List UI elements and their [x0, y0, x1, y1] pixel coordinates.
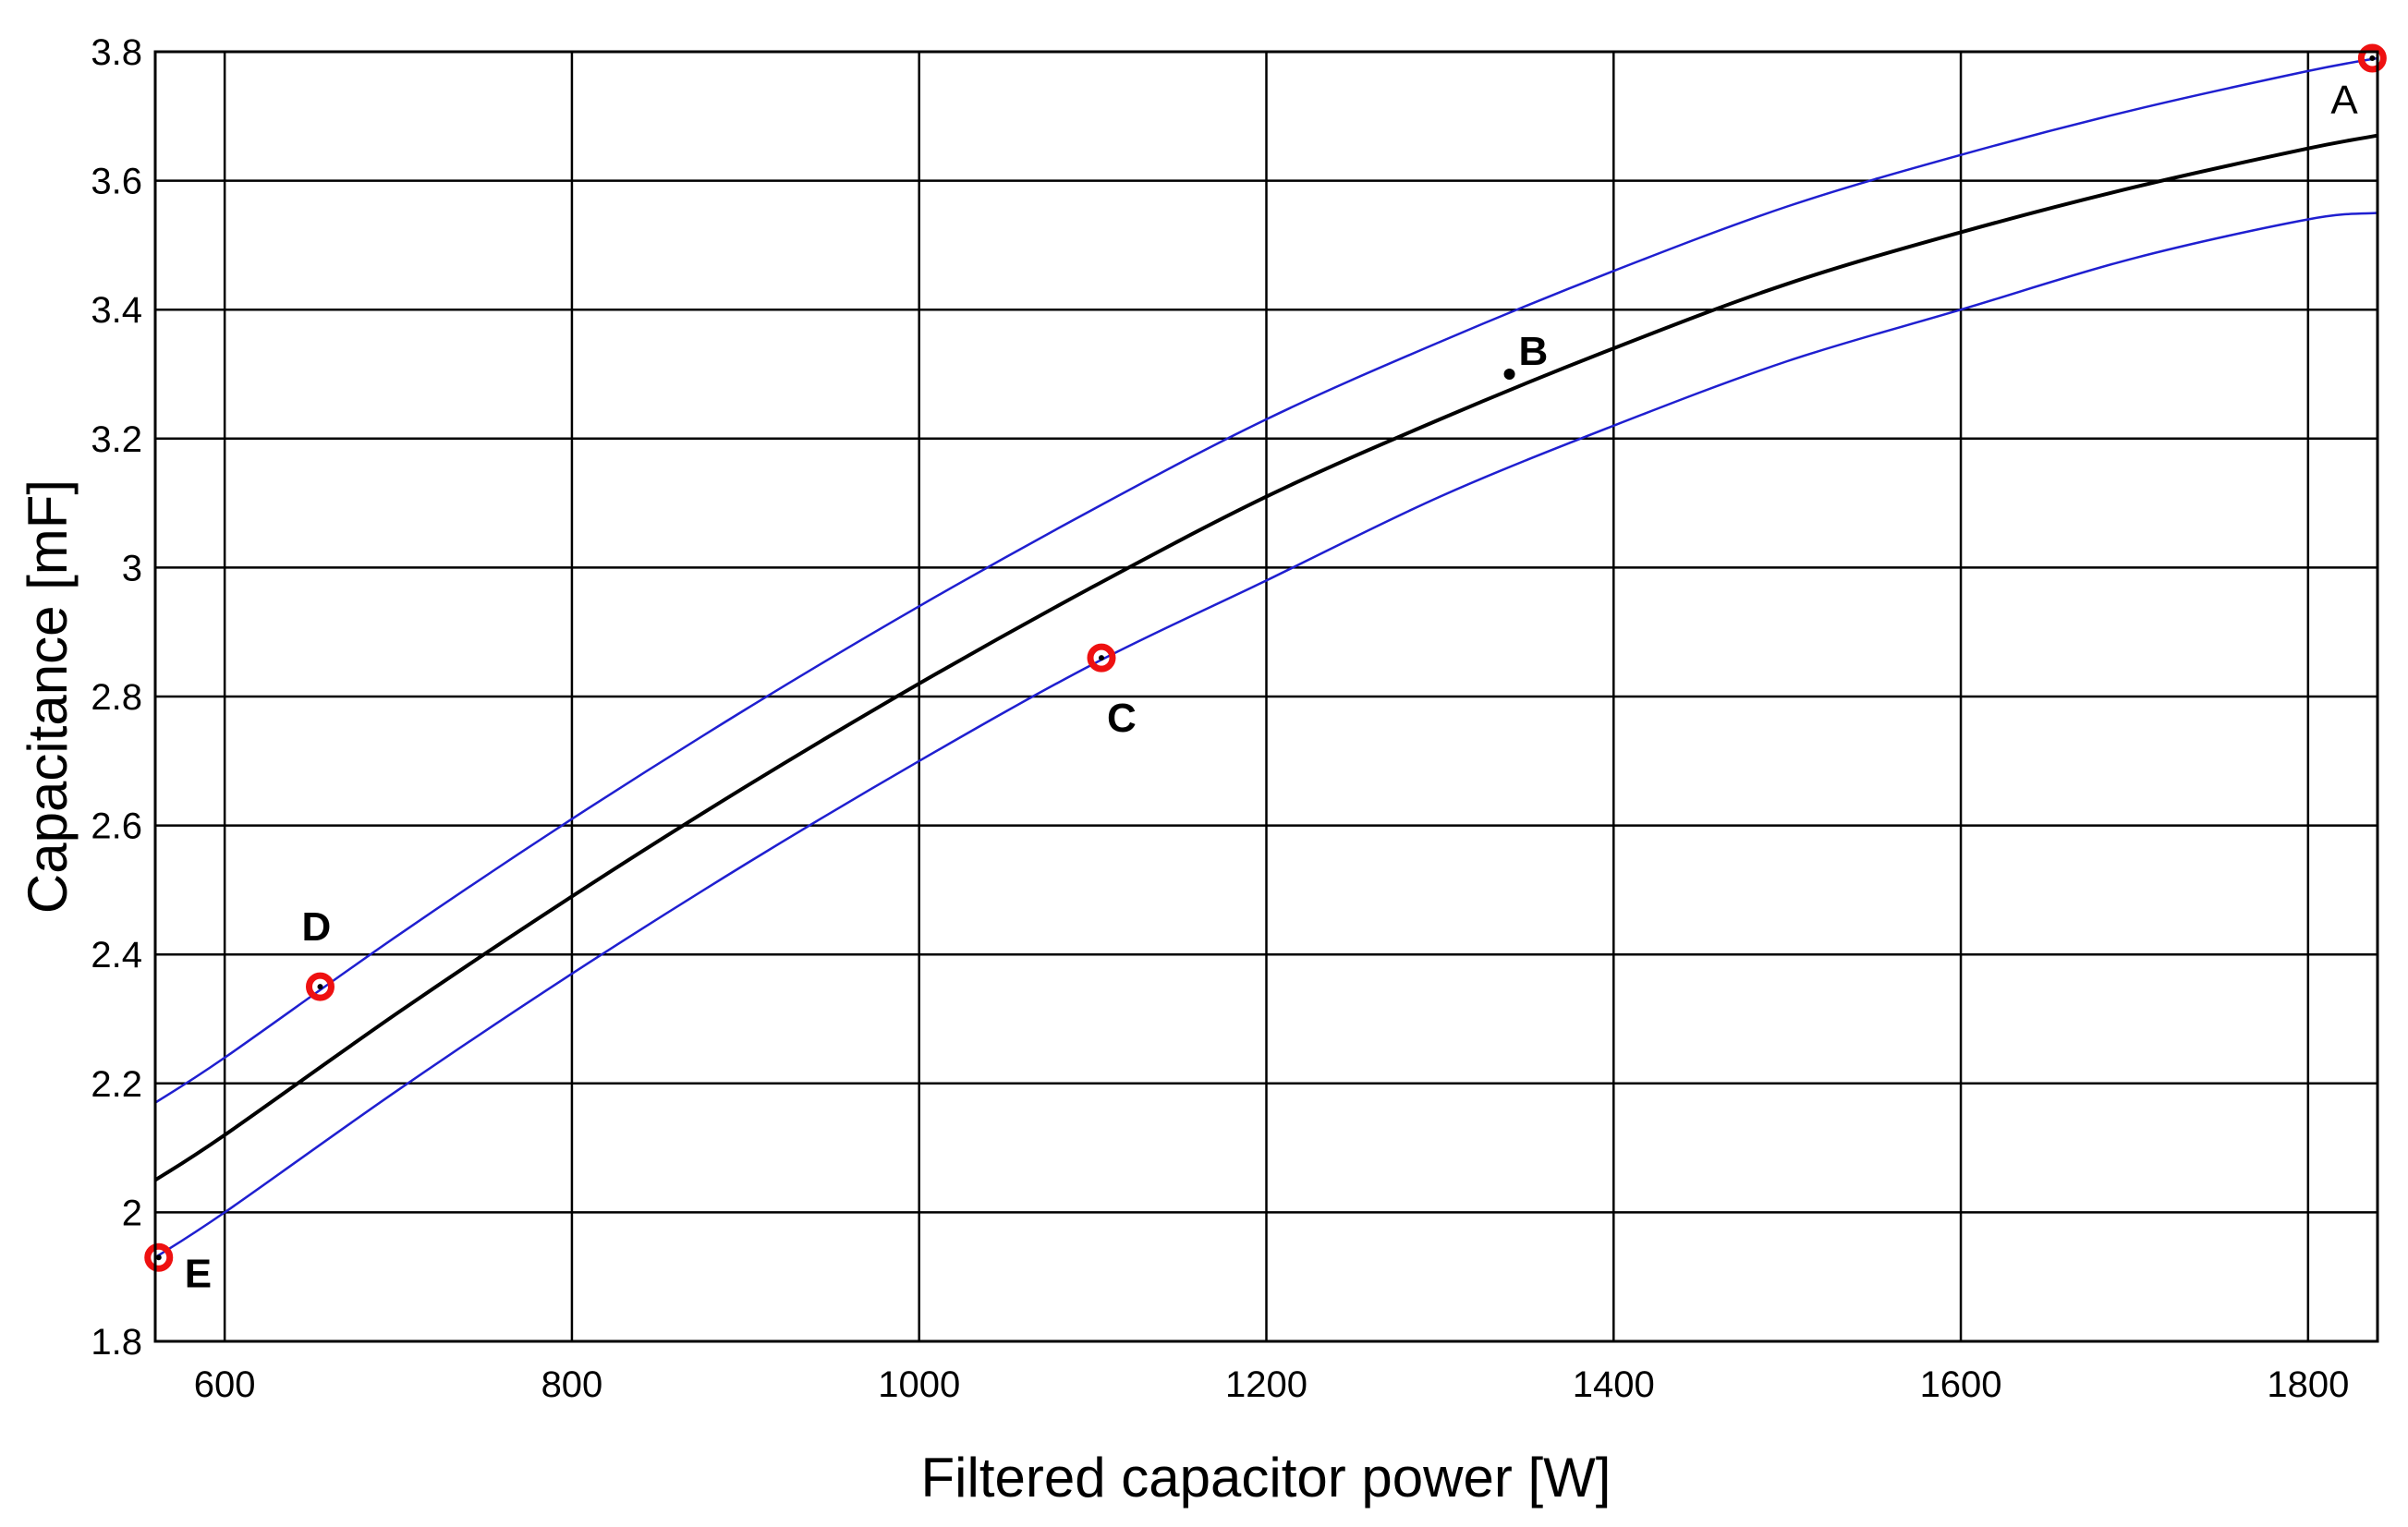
point-label-e: E [185, 1251, 212, 1296]
y-tick-label: 3.8 [91, 32, 142, 73]
series-layer [153, 56, 2378, 1259]
y-tick-label: 2.8 [91, 677, 142, 718]
y-tick-label: 3 [122, 548, 142, 588]
x-axis-label: Filtered capacitor power [W] [921, 1447, 1611, 1509]
point-label-a: A [2330, 78, 2358, 123]
x-axis-ticks: 600 800 1000 1200 1400 1600 1800 [194, 1364, 2350, 1405]
x-tick-label: 1600 [1920, 1364, 2002, 1405]
point-center-d [317, 984, 323, 990]
point-marker-e [144, 1242, 174, 1272]
series-line-nominal [153, 133, 2378, 1182]
point-center-c [1099, 655, 1105, 661]
y-tick-label: 2.6 [91, 806, 142, 847]
point-marker-d [305, 972, 334, 1001]
y-tick-label: 2 [122, 1193, 142, 1233]
point-marker-b [1503, 369, 1515, 380]
series-line-upper [154, 56, 2378, 1104]
y-axis-ticks: 1.8 2 2.2 2.4 2.6 2.8 3 3.2 3.4 3.6 3.8 [91, 32, 142, 1363]
plot-frame [153, 50, 2379, 1343]
x-tick-label: 1200 [1225, 1364, 1307, 1405]
x-tick-label: 800 [541, 1364, 603, 1405]
point-label-d: D [301, 904, 331, 950]
y-tick-label: 2.2 [91, 1064, 142, 1105]
x-tick-label: 1800 [2267, 1364, 2349, 1405]
point-marker-a [2357, 43, 2387, 73]
point-center-e [155, 1254, 162, 1261]
x-tick-label: 600 [194, 1364, 256, 1405]
y-tick-label: 3.6 [91, 162, 142, 202]
point-label-c: C [1107, 696, 1137, 741]
point-center-a [2369, 55, 2376, 61]
point-marker-c [1087, 643, 1116, 673]
x-tick-label: 1000 [878, 1364, 960, 1405]
point-label-b: B [1519, 329, 1549, 374]
points-layer: A B C D E [144, 43, 2387, 1296]
x-tick-label: 1400 [1573, 1364, 1655, 1405]
y-tick-label: 3.2 [91, 419, 142, 460]
y-tick-label: 1.8 [91, 1322, 142, 1363]
y-tick-label: 3.4 [91, 290, 142, 331]
y-axis-label: Capacitance [mF] [17, 479, 79, 914]
series-line-lower [154, 212, 2378, 1259]
y-tick-label: 2.4 [91, 935, 142, 976]
